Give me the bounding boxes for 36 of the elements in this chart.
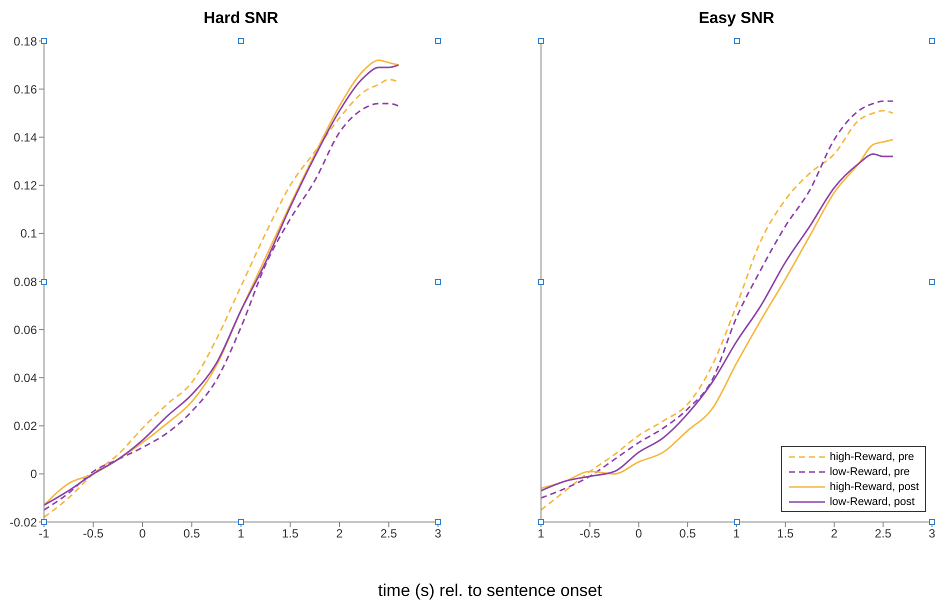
- x-tick-label: 0.5: [679, 526, 696, 541]
- y-tick-label: 0.14: [14, 130, 38, 144]
- x-tick-label: 1: [538, 526, 545, 541]
- x-tick-label: 3: [928, 526, 936, 541]
- x-tick-label: -0.5: [82, 526, 104, 541]
- legend-label: low-Reward, pre: [830, 466, 910, 478]
- y-tick-label: 0.08: [14, 274, 38, 289]
- y-tick-label: -0.02: [10, 515, 38, 530]
- x-tick-label: 0.5: [183, 526, 200, 541]
- legend-label: low-Reward, post: [830, 496, 915, 508]
- y-tick-label: 0.02: [14, 419, 38, 434]
- x-tick-label: 2.5: [874, 526, 892, 541]
- chart-title: Hard SNR: [202, 10, 280, 28]
- x-tick-label: 0: [139, 526, 146, 541]
- y-tick-label: 0.1: [20, 226, 38, 241]
- y-tick-label: 0.06: [14, 322, 38, 337]
- x-tick-label: 2: [336, 526, 344, 541]
- y-tick-label: 0: [30, 467, 38, 482]
- x-tick-label: 0: [635, 526, 642, 541]
- legend-label: high-Reward, post: [830, 480, 919, 492]
- x-tick-label: 2.5: [380, 526, 398, 541]
- x-tick-label: 3: [434, 526, 442, 541]
- x-tick-label: -1: [38, 526, 50, 541]
- x-tick-label: -0.5: [580, 526, 601, 541]
- x-tick-label: 2: [830, 526, 838, 541]
- y-tick-label: 0.12: [14, 178, 38, 193]
- x-tick-label: 1.5: [777, 526, 794, 541]
- x-axis-title: time (s) rel. to sentence onset: [377, 581, 603, 601]
- y-tick-label: 0.16: [14, 82, 38, 96]
- x-tick-label: 1: [238, 526, 245, 541]
- legend-label: high-Reward, pre: [830, 450, 914, 462]
- chart-title: Easy SNR: [698, 10, 776, 28]
- y-tick-label: 0.04: [14, 370, 38, 385]
- y-tick-label: 0.18: [14, 34, 38, 48]
- x-tick-label: 1: [733, 526, 740, 541]
- x-tick-label: 1.5: [282, 526, 299, 541]
